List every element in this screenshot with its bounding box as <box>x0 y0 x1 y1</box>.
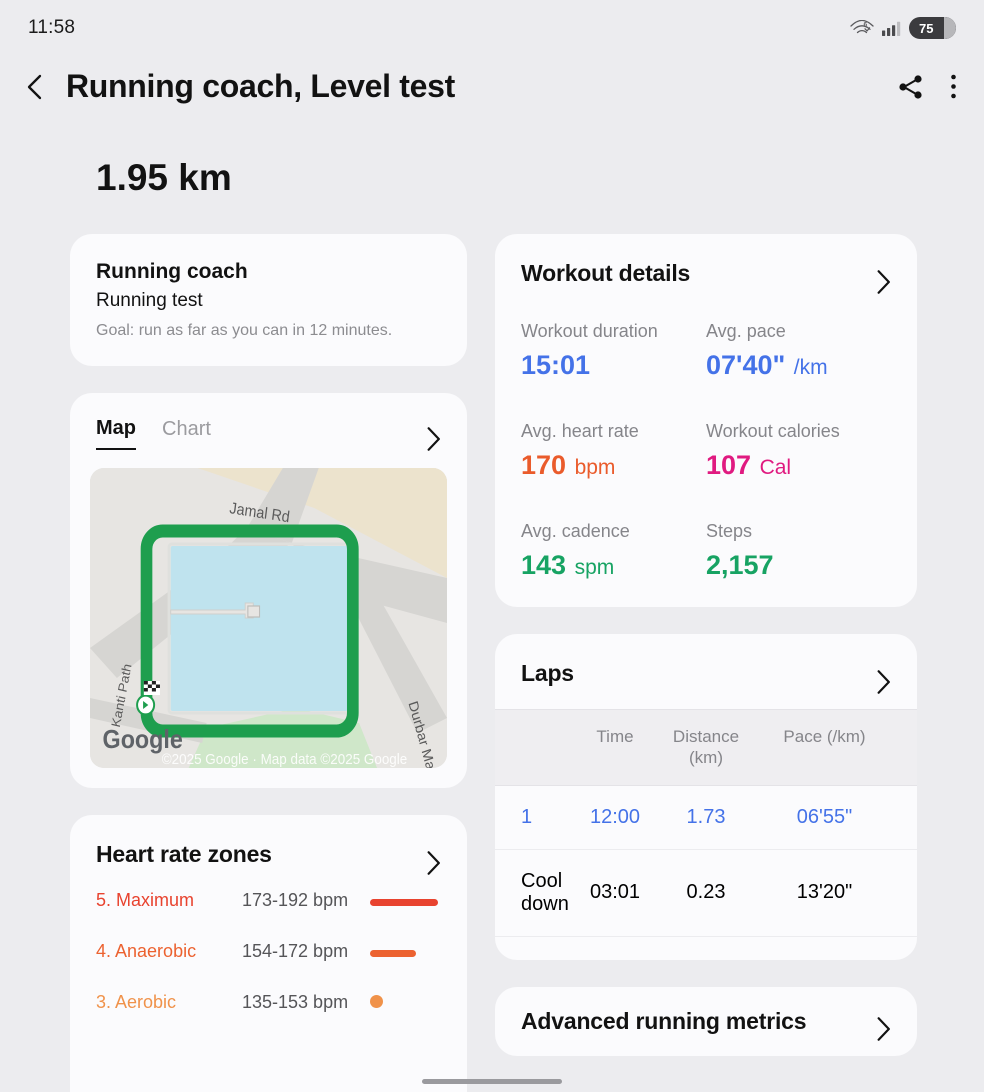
svg-text:Google: Google <box>103 726 183 754</box>
svg-text:6: 6 <box>864 21 868 28</box>
svg-text:©2025 Google · Map data ©2025: ©2025 Google · Map data ©2025 Google <box>162 751 408 768</box>
